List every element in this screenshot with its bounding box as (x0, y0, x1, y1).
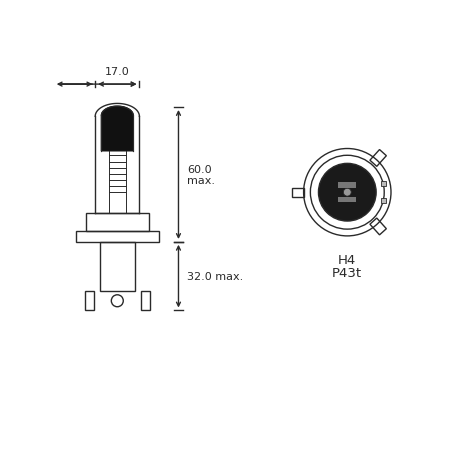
Bar (380, 199, 385, 204)
Text: 17.0: 17.0 (105, 67, 129, 77)
Text: H4: H4 (337, 254, 356, 267)
Bar (76, 232, 158, 242)
Text: 60.0
max.: 60.0 max. (186, 164, 214, 186)
Bar (84, 291, 94, 311)
Bar (140, 291, 150, 311)
Bar (100, 242, 134, 291)
Bar (291, 188, 303, 197)
Circle shape (318, 164, 375, 222)
Bar (380, 182, 385, 187)
Bar (86, 213, 148, 232)
Bar (337, 197, 356, 203)
Bar (337, 183, 356, 189)
Circle shape (342, 189, 351, 197)
Polygon shape (101, 107, 133, 151)
Text: 32.0 max.: 32.0 max. (186, 272, 242, 281)
Text: P43t: P43t (331, 266, 362, 279)
